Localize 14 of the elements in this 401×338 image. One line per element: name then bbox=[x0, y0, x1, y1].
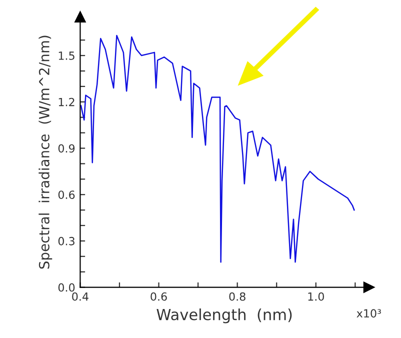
x-tick-label: 0.4 bbox=[72, 292, 88, 301]
x-tick-label: 0.6 bbox=[150, 292, 167, 301]
text: x10³ bbox=[356, 309, 381, 318]
x-tick-label: 1.0 bbox=[308, 292, 324, 301]
line-series bbox=[80, 34, 355, 263]
y-tick-label: 0.3 bbox=[58, 236, 74, 246]
y-tick-label: 1.2 bbox=[58, 98, 74, 106]
y-axis-title: Spectral irradiance (W/m^2/nm) bbox=[38, 36, 52, 269]
y-tick-label: 0.0 bbox=[58, 283, 75, 292]
y-tick-label: 0.6 bbox=[58, 190, 75, 199]
y-tick-label: 0.9 bbox=[58, 144, 75, 153]
y-tick-label: 1.5 bbox=[58, 52, 74, 60]
x-axis-title: Wavelength (nm) bbox=[156, 308, 292, 324]
x-tick-label: 0.8 bbox=[229, 292, 246, 301]
